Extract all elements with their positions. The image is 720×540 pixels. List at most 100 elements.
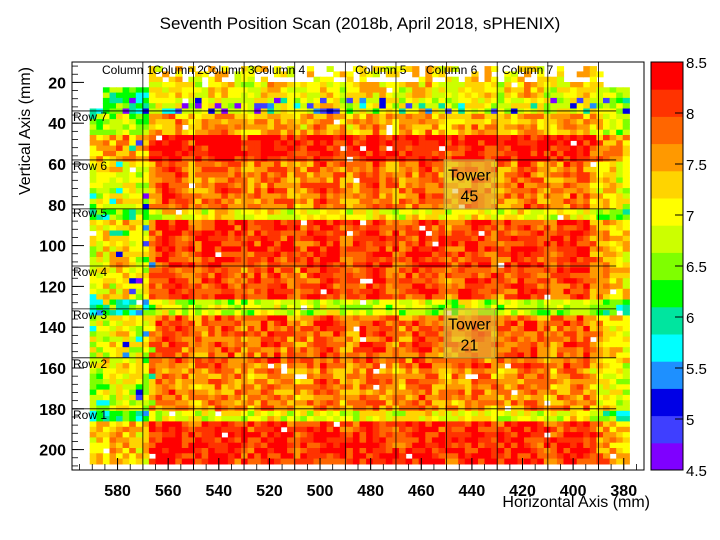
heatmap-cell	[543, 145, 551, 152]
heatmap-cell	[175, 198, 183, 205]
heatmap-cell	[274, 103, 282, 110]
heatmap-cell	[616, 394, 624, 401]
heatmap-cell	[589, 225, 597, 232]
heatmap-cell	[596, 352, 604, 359]
heatmap-cell	[221, 124, 229, 131]
heatmap-cell	[155, 400, 163, 407]
heatmap-cell	[339, 108, 347, 115]
heatmap-cell	[96, 241, 104, 247]
heatmap-cell	[234, 310, 242, 316]
heatmap-cell	[320, 108, 328, 115]
heatmap-cell	[320, 150, 328, 157]
heatmap-cell	[464, 368, 472, 375]
heatmap-cell	[155, 92, 163, 99]
heatmap-cell	[234, 400, 242, 407]
heatmap-cell	[148, 251, 157, 258]
heatmap-cell	[451, 283, 459, 290]
heatmap-cell	[306, 135, 315, 141]
heatmap-cell	[412, 373, 420, 380]
heatmap-cell	[464, 140, 472, 147]
heatmap-cell	[366, 326, 374, 332]
heatmap-cell	[227, 278, 236, 285]
heatmap-cell	[116, 214, 124, 221]
heatmap-cell	[148, 368, 157, 375]
heatmap-cell	[260, 97, 268, 104]
heatmap-cell	[438, 304, 446, 311]
heatmap-cell	[366, 156, 374, 163]
heatmap-cell	[201, 177, 209, 184]
heatmap-cell	[359, 320, 367, 327]
heatmap-cell	[287, 347, 295, 354]
heatmap-cell	[241, 150, 249, 157]
heatmap-cell	[366, 177, 374, 184]
heatmap-cell	[366, 299, 374, 306]
heatmap-cell	[181, 363, 189, 369]
heatmap-cell	[313, 352, 321, 359]
heatmap-cell	[478, 283, 486, 290]
heatmap-cell	[451, 278, 459, 285]
heatmap-cell	[399, 97, 407, 104]
heatmap-cell	[142, 103, 150, 110]
heatmap-cell	[385, 379, 393, 385]
heatmap-cell	[208, 267, 216, 274]
heatmap-cell	[425, 140, 433, 147]
heatmap-cell	[556, 326, 565, 332]
heatmap-cell	[313, 357, 321, 364]
heatmap-cell	[425, 294, 433, 301]
heatmap-cell	[129, 150, 137, 157]
heatmap-cell	[109, 246, 117, 253]
heatmap-cell	[589, 315, 597, 322]
heatmap-cell	[622, 230, 630, 237]
heatmap-cell	[609, 140, 617, 147]
heatmap-cell	[96, 129, 104, 136]
heatmap-cell	[175, 352, 183, 359]
heatmap-cell	[221, 368, 229, 375]
heatmap-cell	[234, 389, 242, 396]
heatmap-cell	[116, 241, 124, 247]
heatmap-cell	[359, 87, 367, 94]
heatmap-cell	[616, 182, 624, 189]
heatmap-cell	[524, 177, 532, 184]
heatmap-cell	[175, 87, 183, 94]
heatmap-cell	[339, 283, 347, 290]
heatmap-cell	[537, 204, 545, 210]
heatmap-cell	[221, 320, 229, 327]
heatmap-cell	[504, 161, 512, 168]
heatmap-cell	[168, 188, 176, 194]
heatmap-cell	[227, 347, 236, 354]
heatmap-cell	[510, 103, 519, 110]
heatmap-cell	[280, 177, 288, 184]
heatmap-cell	[570, 209, 578, 216]
heatmap-cell	[300, 209, 308, 216]
heatmap-cell	[504, 278, 512, 285]
heatmap-cell	[181, 230, 189, 237]
heatmap-cell	[609, 241, 617, 247]
heatmap-cell	[510, 267, 519, 274]
heatmap-cell	[260, 320, 268, 327]
heatmap-cell	[346, 257, 354, 263]
heatmap-cell	[524, 135, 532, 141]
heatmap-cell	[352, 119, 361, 125]
heatmap-cell	[550, 288, 558, 295]
heatmap-cell	[188, 288, 196, 295]
heatmap-cell	[550, 384, 558, 391]
heatmap-cell	[188, 347, 196, 354]
heatmap-cell	[372, 288, 380, 295]
heatmap-cell	[366, 230, 374, 237]
heatmap-cell	[214, 257, 222, 263]
heatmap-cell	[96, 288, 104, 295]
heatmap-cell	[116, 315, 124, 322]
heatmap-cell	[530, 310, 538, 316]
heatmap-cell	[379, 267, 387, 274]
heatmap-cell	[445, 389, 453, 396]
heatmap-cell	[320, 156, 328, 163]
heatmap-cell	[359, 161, 367, 168]
heatmap-cell	[326, 352, 334, 359]
heatmap-cell	[497, 241, 505, 247]
heatmap-cell	[260, 373, 268, 380]
heatmap-cell	[530, 363, 538, 369]
heatmap-cell	[504, 257, 512, 263]
heatmap-cell	[438, 363, 446, 369]
heatmap-cell	[464, 145, 472, 152]
heatmap-cell	[543, 272, 551, 279]
